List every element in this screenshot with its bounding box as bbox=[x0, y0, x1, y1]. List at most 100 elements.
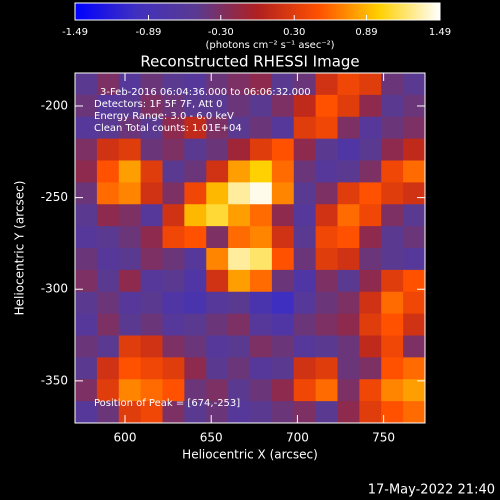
heatmap-cell bbox=[206, 291, 229, 315]
heatmap-cell bbox=[75, 73, 98, 96]
heatmap-cell bbox=[184, 401, 207, 424]
heatmap-cell bbox=[381, 313, 404, 336]
heatmap-cell bbox=[206, 401, 229, 424]
y-tick-label: -300 bbox=[41, 282, 68, 296]
heatmap-cell bbox=[228, 226, 251, 249]
heatmap-cell bbox=[206, 116, 229, 140]
heatmap-cell bbox=[184, 291, 207, 315]
heatmap-cell bbox=[359, 226, 382, 249]
heatmap-cell bbox=[403, 226, 426, 249]
heatmap-cell bbox=[359, 182, 382, 205]
heatmap-cell bbox=[184, 138, 207, 161]
heatmap-cell bbox=[250, 226, 273, 249]
heatmap-cell bbox=[315, 248, 338, 271]
heatmap-cell bbox=[118, 335, 142, 358]
annotation: Energy Range: 3.0 - 6.0 keV bbox=[94, 111, 234, 122]
heatmap-cell bbox=[293, 357, 317, 380]
colorbar-tick-label: -1.49 bbox=[62, 27, 88, 38]
heatmap-cell bbox=[184, 313, 207, 336]
y-axis-label: Heliocentric Y (arcsec) bbox=[13, 181, 27, 316]
heatmap-cell bbox=[250, 182, 273, 205]
heatmap-cell bbox=[381, 73, 404, 96]
heatmap-cell bbox=[359, 248, 382, 271]
heatmap-cell bbox=[403, 335, 426, 358]
heatmap-cell bbox=[293, 313, 317, 336]
annotation: Detectors: 1F 5F 7F, Att 0 bbox=[94, 99, 222, 110]
heatmap-cell bbox=[315, 160, 338, 183]
heatmap-cell bbox=[206, 313, 229, 336]
heatmap-cell bbox=[359, 313, 382, 336]
heatmap-cell bbox=[228, 182, 251, 205]
colorbar-tick-label: -0.30 bbox=[208, 27, 234, 38]
heatmap-cell bbox=[315, 204, 338, 227]
heatmap-cell bbox=[118, 160, 142, 183]
heatmap-cell bbox=[271, 379, 295, 402]
heatmap-cell bbox=[250, 248, 273, 271]
heatmap-cell bbox=[315, 94, 338, 118]
heatmap-cell bbox=[96, 94, 120, 118]
heatmap-cell bbox=[359, 73, 382, 96]
x-tick-label: 700 bbox=[286, 431, 309, 445]
heatmap-cell bbox=[118, 73, 142, 96]
heatmap-cell bbox=[271, 248, 295, 271]
heatmap-cell bbox=[403, 269, 426, 293]
x-tick-label: 750 bbox=[372, 431, 395, 445]
heatmap-cell bbox=[75, 379, 98, 402]
heatmap-cell bbox=[250, 94, 273, 118]
heatmap-cell bbox=[250, 138, 273, 161]
heatmap-cell bbox=[162, 379, 185, 402]
heatmap-cell bbox=[228, 94, 251, 118]
heatmap-cell bbox=[315, 116, 338, 140]
heatmap-cell bbox=[381, 204, 404, 227]
heatmap-cell bbox=[403, 357, 426, 380]
heatmap-cell bbox=[206, 204, 229, 227]
heatmap-cell bbox=[140, 116, 163, 140]
heatmap-cell bbox=[293, 226, 317, 249]
heatmap-cell bbox=[315, 313, 338, 336]
heatmap-cell bbox=[271, 204, 295, 227]
heatmap-cell bbox=[184, 94, 207, 118]
heatmap-cell bbox=[96, 313, 120, 336]
heatmap-cell bbox=[96, 138, 120, 161]
heatmap-cell bbox=[206, 182, 229, 205]
heatmap-cell bbox=[337, 116, 360, 140]
heatmap-cell bbox=[118, 138, 142, 161]
heatmap-cell bbox=[96, 379, 120, 402]
heatmap-cell bbox=[250, 313, 273, 336]
heatmap-cell bbox=[403, 116, 426, 140]
heatmap-cell bbox=[293, 182, 317, 205]
heatmap-cell bbox=[250, 73, 273, 96]
heatmap-cell bbox=[118, 401, 142, 424]
heatmap-cell bbox=[206, 226, 229, 249]
heatmap-cell bbox=[403, 73, 426, 96]
heatmap-cell bbox=[359, 204, 382, 227]
heatmap-cell bbox=[337, 335, 360, 358]
heatmap-cell bbox=[315, 226, 338, 249]
heatmap-cell bbox=[271, 116, 295, 140]
heatmap-cell bbox=[75, 138, 98, 161]
x-axis-label: Heliocentric X (arcsec) bbox=[182, 448, 318, 462]
chart-title: Reconstructed RHESSI Image bbox=[140, 53, 359, 71]
heatmap-cell bbox=[162, 357, 185, 380]
heatmap-cell bbox=[118, 269, 142, 293]
heatmap-cell bbox=[228, 248, 251, 271]
heatmap-cell bbox=[184, 204, 207, 227]
heatmap-cell bbox=[250, 269, 273, 293]
y-tick-label: -350 bbox=[41, 373, 68, 387]
heatmap-cell bbox=[162, 226, 185, 249]
heatmap-cell bbox=[315, 73, 338, 96]
heatmap-cell bbox=[162, 269, 185, 293]
heatmap-cell bbox=[140, 73, 163, 96]
heatmap-cell bbox=[96, 160, 120, 183]
heatmap-cell bbox=[118, 313, 142, 336]
heatmap-cell bbox=[337, 204, 360, 227]
heatmap-cell bbox=[337, 357, 360, 380]
heatmap-cell bbox=[96, 226, 120, 249]
heatmap-cell bbox=[184, 226, 207, 249]
heatmap-cell bbox=[140, 379, 163, 402]
heatmap-cell bbox=[140, 226, 163, 249]
heatmap-cell bbox=[337, 226, 360, 249]
heatmap-cell bbox=[337, 138, 360, 161]
heatmap-cell bbox=[403, 291, 426, 315]
